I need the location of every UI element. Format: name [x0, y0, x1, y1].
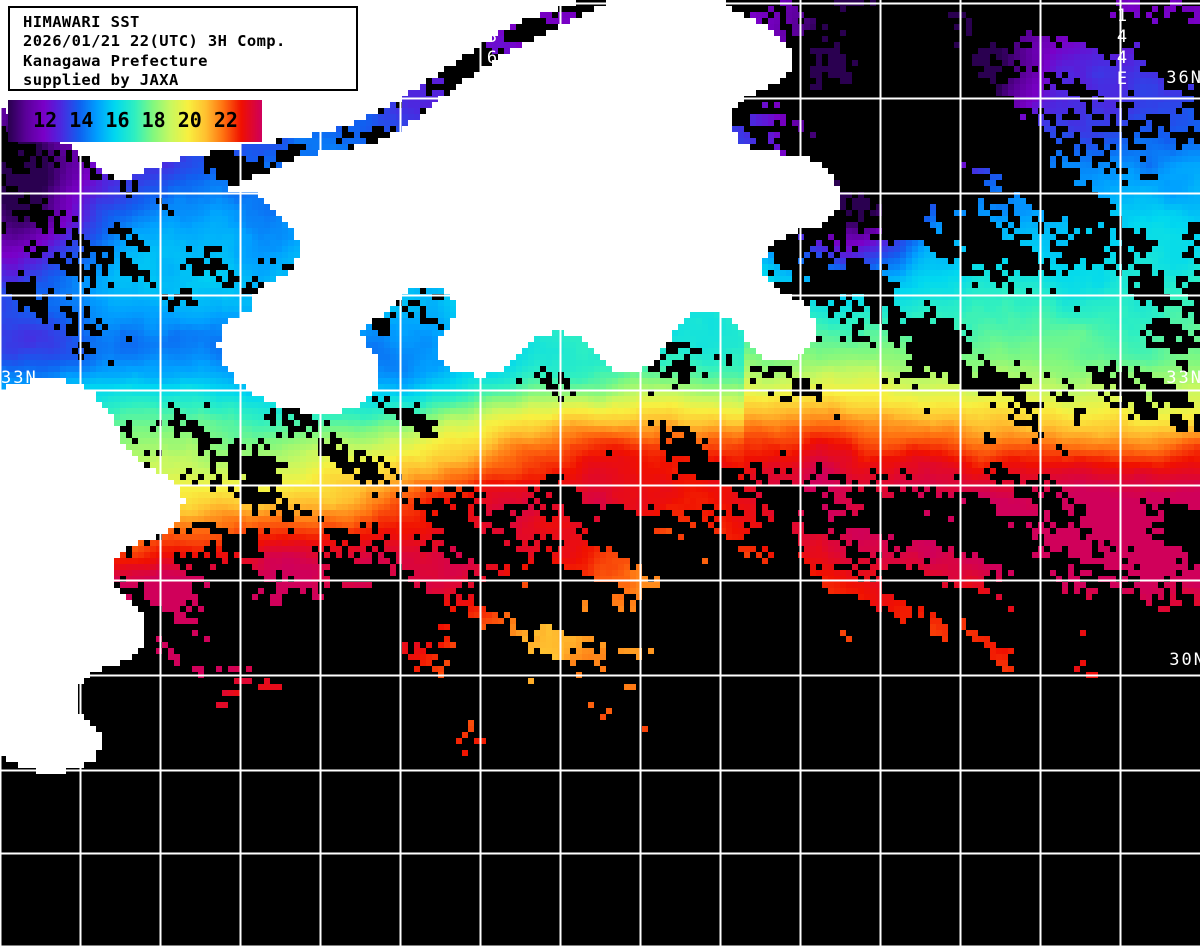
caption-box: HIMAWARI SST 2026/01/21 22(UTC) 3H Comp.…: [8, 6, 358, 91]
caption-credit: supplied by JAXA: [23, 71, 179, 90]
colorbar-tick-16: 16: [105, 108, 130, 132]
caption-region: Kanagawa Prefecture: [23, 51, 208, 70]
caption-title: HIMAWARI SST: [23, 13, 140, 31]
latitude-label-30N: 30N: [1169, 650, 1200, 670]
colorbar-tick-labels: 12 14 16 18 20 22: [8, 100, 262, 142]
colorbar-tick-20: 20: [177, 108, 202, 132]
colorbar-tick-14: 14: [69, 108, 94, 132]
latitude-label-33N: 33N: [1166, 368, 1200, 388]
caption-datetime: 2026/01/21 22(UTC) 3H Comp.: [23, 32, 286, 51]
latitude-label-36N: 36N: [1166, 68, 1200, 88]
colorbar-tick-12: 12: [33, 108, 58, 132]
sst-colorbar: 12 14 16 18 20 22: [8, 100, 262, 142]
latitude-label-30N: 30N: [9, 650, 46, 670]
colorbar-gradient: [8, 100, 262, 142]
longitude-label-136E: 136E: [482, 6, 502, 90]
longitude-label-144E: 144E: [1112, 6, 1132, 90]
latitude-label-33N: 33N: [1, 368, 38, 388]
colorbar-tick-18: 18: [141, 108, 166, 132]
colorbar-tick-22: 22: [213, 108, 238, 132]
